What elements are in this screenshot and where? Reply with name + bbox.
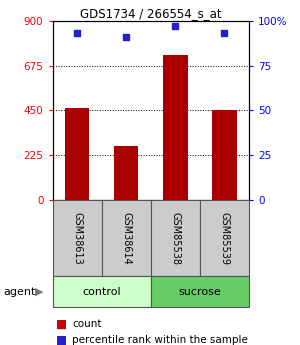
Title: GDS1734 / 266554_s_at: GDS1734 / 266554_s_at [80,7,222,20]
Bar [163,55,188,200]
Text: count: count [72,319,101,329]
Bar [52,200,102,276]
Bar [52,276,151,307]
Point [124,34,129,40]
Text: agent: agent [3,287,35,296]
Point [75,30,80,36]
Bar [200,200,249,276]
Text: percentile rank within the sample: percentile rank within the sample [72,335,248,345]
Text: GSM85538: GSM85538 [170,211,180,265]
Bar [102,200,151,276]
Text: control: control [82,287,121,296]
Bar [151,200,200,276]
Text: GSM38614: GSM38614 [121,212,131,264]
Point [173,23,178,29]
Text: GSM85539: GSM85539 [219,211,230,265]
Text: ▶: ▶ [35,287,44,296]
Point [222,30,227,36]
Bar [151,276,249,307]
Text: sucrose: sucrose [178,287,221,296]
Text: ■: ■ [56,333,67,345]
Text: ■: ■ [56,318,67,331]
Bar [65,108,89,200]
Text: GSM38613: GSM38613 [72,212,82,264]
Bar [114,146,139,200]
Bar [212,110,237,200]
